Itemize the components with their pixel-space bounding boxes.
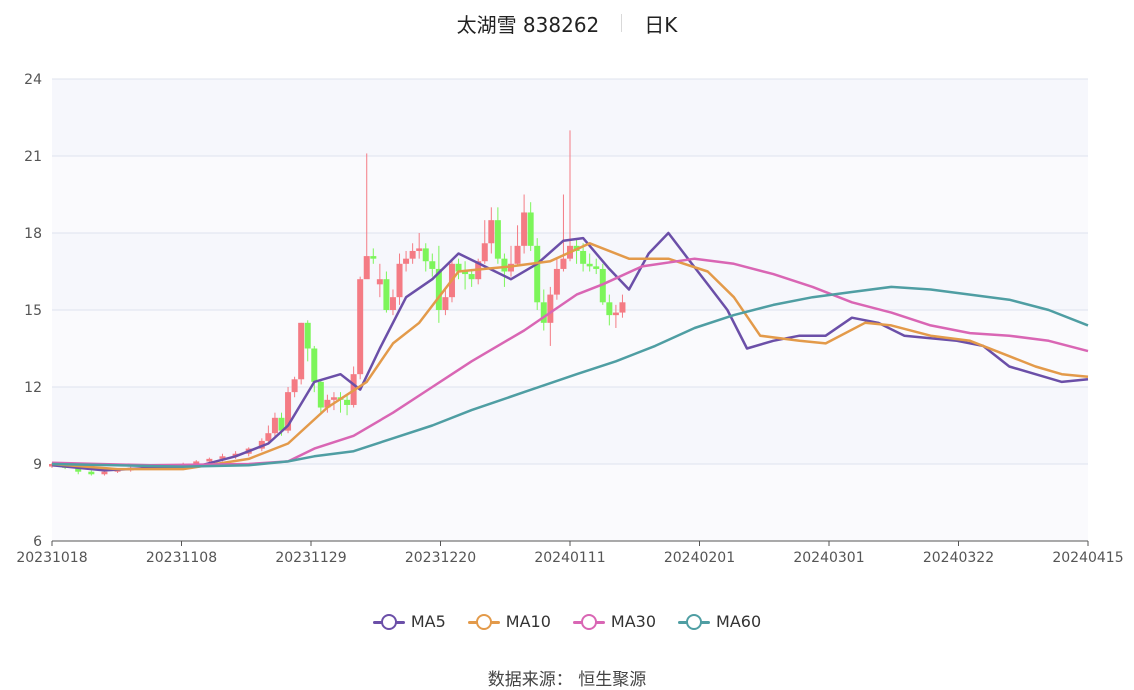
x-tick-label: 20240415	[1052, 550, 1123, 566]
candle-body	[193, 461, 200, 464]
candle-body	[311, 348, 318, 382]
candle-body	[376, 279, 383, 285]
x-tick-label: 20240322	[923, 550, 994, 566]
legend-item-ma5[interactable]: MA5	[372, 612, 446, 631]
plot-band	[52, 310, 1088, 387]
series-line-ma10	[51, 242, 1089, 471]
candle-body	[606, 302, 613, 316]
chart-title-bar: 太湖雪 838262 日K	[0, 8, 1134, 38]
candle-body	[553, 268, 560, 295]
candle-body	[534, 245, 541, 303]
candle-body	[363, 256, 370, 280]
ma10-legend-icon	[467, 613, 500, 630]
candle-body	[49, 464, 55, 467]
candle-body	[619, 302, 626, 313]
candle-body	[370, 256, 377, 259]
y-tick-label: 18	[24, 226, 42, 242]
y-tick-label: 21	[24, 149, 42, 165]
candle-body	[298, 322, 305, 380]
y-tick-label: 9	[33, 457, 42, 473]
candle-body	[396, 263, 403, 298]
candle-body	[547, 294, 554, 323]
legend-item-ma10[interactable]: MA10	[467, 612, 551, 631]
candle-body	[540, 302, 547, 323]
candle-body	[560, 258, 567, 269]
candle-body	[206, 458, 213, 462]
x-tick-label: 20231018	[16, 550, 87, 566]
candle-body	[265, 433, 272, 441]
candle-body	[278, 417, 285, 431]
candle-body	[527, 212, 534, 246]
candle-body	[324, 399, 331, 408]
candle-body	[488, 220, 495, 244]
legend-label-ma10: MA10	[505, 612, 551, 631]
candle-body	[101, 471, 108, 475]
chart-kind-label: 日K	[644, 12, 678, 37]
candle-body	[481, 243, 488, 262]
candle-body	[442, 297, 449, 310]
candle-body	[304, 322, 311, 349]
y-tick-label: 15	[24, 303, 42, 319]
candle-body	[403, 258, 410, 264]
candle-body	[271, 417, 278, 434]
candle-body	[429, 261, 436, 269]
candle-body	[462, 271, 469, 275]
data-source-note: 数据来源： 恒生聚源	[487, 670, 647, 690]
x-tick-label: 20240111	[534, 550, 605, 566]
title-divider	[621, 14, 623, 32]
x-tick-label: 20240201	[664, 550, 735, 566]
x-tick-label: 20231108	[146, 550, 217, 566]
ma5-legend-icon	[372, 613, 405, 630]
candle-body	[285, 392, 292, 431]
candle-body	[435, 268, 442, 310]
candle-body	[344, 399, 351, 405]
candle-body	[422, 248, 429, 262]
legend: MA5 MA10 MA30 MA60	[0, 612, 1134, 631]
series-line-ma30	[51, 257, 1089, 467]
candle-body	[593, 266, 600, 269]
candle-body	[514, 245, 521, 264]
ma60-legend-icon	[678, 613, 711, 630]
candle-body	[468, 274, 475, 280]
candle-body	[88, 471, 95, 475]
plot-band	[52, 387, 1088, 464]
ma30-legend-icon	[572, 613, 605, 630]
x-tick-label: 20231220	[405, 550, 476, 566]
candle-body	[219, 456, 226, 459]
series-line-ma5	[51, 231, 1089, 472]
x-tick-label: 20240301	[793, 550, 864, 566]
series-line-ma60	[51, 285, 1089, 468]
candle-body	[612, 312, 619, 316]
y-tick-label: 6	[33, 534, 42, 550]
candle-body	[357, 279, 364, 375]
candle-body	[455, 263, 462, 272]
candle-body	[291, 379, 298, 393]
legend-label-ma30: MA30	[610, 612, 657, 631]
candle-body	[330, 397, 337, 400]
candle-body	[75, 466, 82, 472]
candle-body	[586, 263, 593, 267]
legend-label-ma60: MA60	[716, 612, 762, 631]
plot-band	[52, 464, 1088, 541]
candle-body	[580, 250, 587, 264]
candle-body	[383, 279, 390, 310]
candle-body	[114, 470, 121, 472]
x-tick-label: 20231129	[275, 550, 346, 566]
candle-body	[389, 297, 396, 310]
y-tick-label: 24	[24, 72, 42, 88]
candle-body	[521, 212, 528, 246]
legend-item-ma60[interactable]: MA60	[678, 612, 761, 631]
legend-label-ma5: MA5	[410, 612, 446, 631]
y-tick-label: 12	[24, 380, 42, 396]
candle-body	[317, 381, 324, 408]
candle-body	[416, 248, 423, 251]
candle-body	[501, 258, 508, 272]
candle-body	[409, 250, 416, 259]
kline-chart: 6 9 12 15 18 21 24 20231018 20231108 20231129 2023…	[16, 72, 1123, 566]
legend-item-ma30[interactable]: MA30	[572, 612, 657, 631]
candle-body	[494, 220, 501, 259]
chart-title: 太湖雪 838262	[456, 12, 600, 37]
